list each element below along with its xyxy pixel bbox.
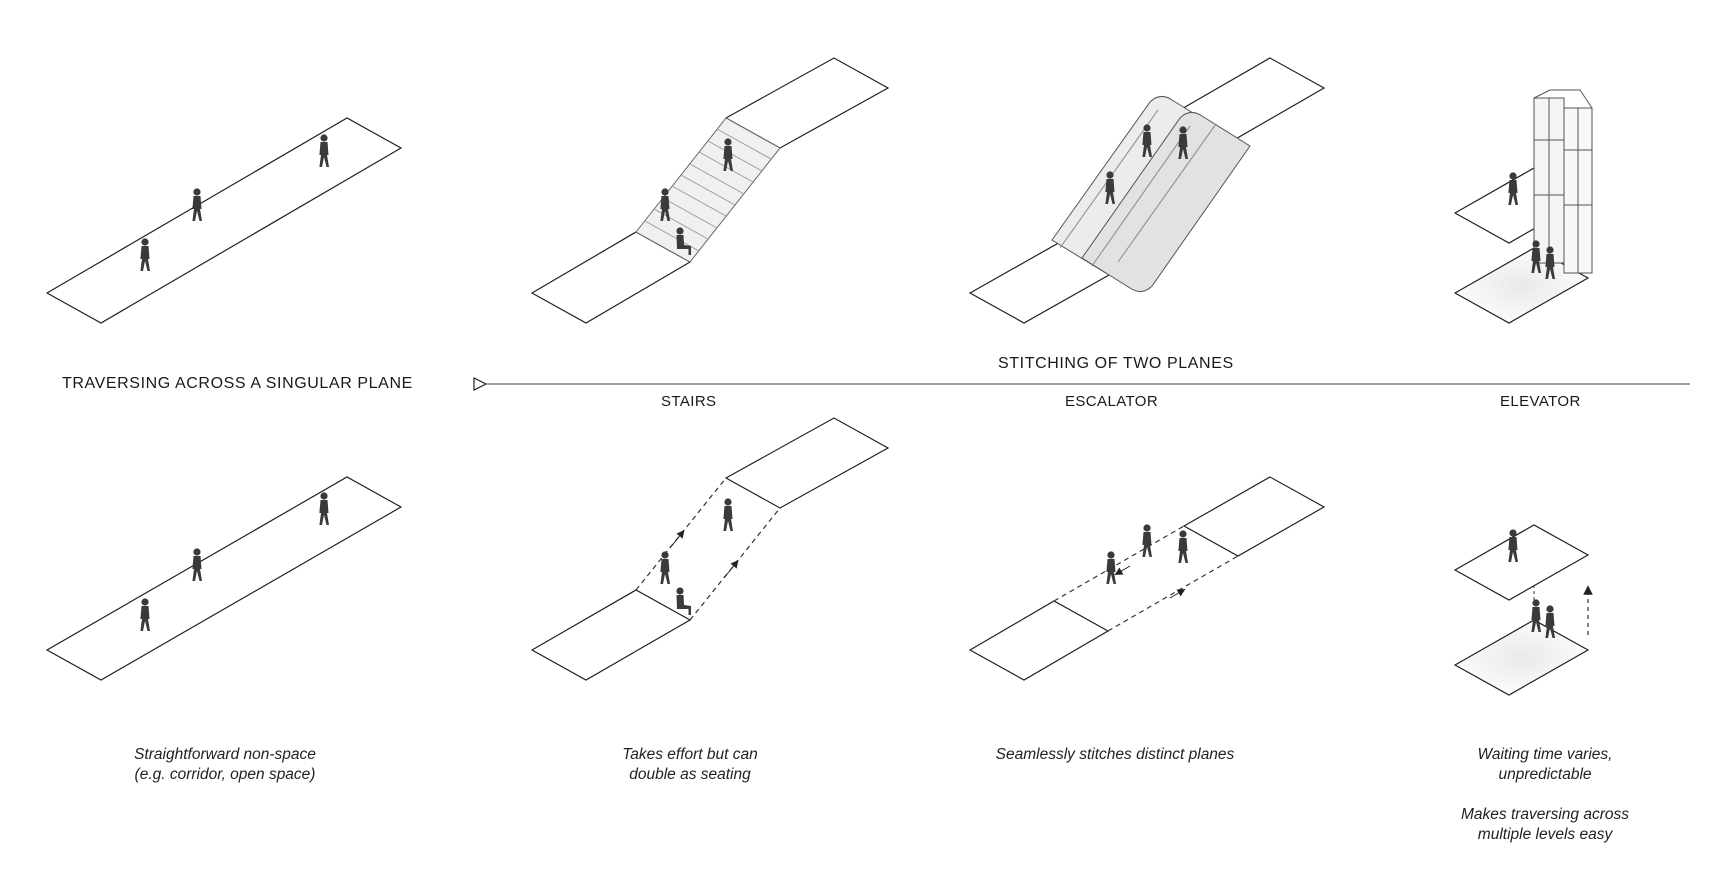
elevator-illustration-top: [1453, 89, 1593, 324]
corridor-plane-top: [45, 117, 403, 324]
caption-line: multiple levels easy: [1477, 826, 1613, 843]
corridor-plane-bottom: [45, 476, 403, 681]
escalator-label: ESCALATOR: [1065, 393, 1159, 410]
stairs-illustration-top: [530, 57, 890, 324]
person-figure: [660, 551, 670, 584]
caption-line: (e.g. corridor, open space): [134, 766, 316, 783]
person-figure: [1142, 524, 1152, 557]
escalator-diagram-bottom: [968, 476, 1326, 681]
stairs-label: STAIRS: [661, 393, 717, 410]
person-figure: [1106, 551, 1116, 584]
elevator-diagram-bottom: [1453, 524, 1593, 696]
singular-plane-heading: TRAVERSING ACROSS A SINGULAR PLANE: [62, 375, 413, 392]
section-divider-line: [473, 377, 1690, 391]
caption-line: Straightforward non-space: [134, 746, 316, 763]
caption-line: double as seating: [629, 766, 751, 783]
person-figure: [723, 498, 733, 531]
stairs-diagram-bottom: [530, 417, 890, 681]
elevator-label: ELEVATOR: [1500, 393, 1581, 410]
person-figure: [1178, 530, 1188, 563]
escalator-caption: Seamlessly stitches distinct planes: [955, 745, 1275, 765]
caption-line: Seamlessly stitches distinct planes: [995, 746, 1235, 763]
person-figure: [676, 587, 691, 615]
caption-line: Waiting time varies,: [1477, 746, 1613, 763]
caption-line: Makes traversing across: [1461, 806, 1629, 823]
elevator-caption-1: Waiting time varies, unpredictable: [1420, 745, 1670, 785]
stairs-caption: Takes effort but can double as seating: [560, 745, 820, 785]
caption-line: unpredictable: [1498, 766, 1592, 783]
escalator-illustration-top: [968, 57, 1326, 324]
caption-line: Takes effort but can: [622, 746, 758, 763]
two-planes-heading: STITCHING OF TWO PLANES: [998, 355, 1234, 372]
corridor-caption: Straightforward non-space (e.g. corridor…: [85, 745, 365, 785]
elevator-caption-2: Makes traversing across multiple levels …: [1420, 805, 1670, 845]
